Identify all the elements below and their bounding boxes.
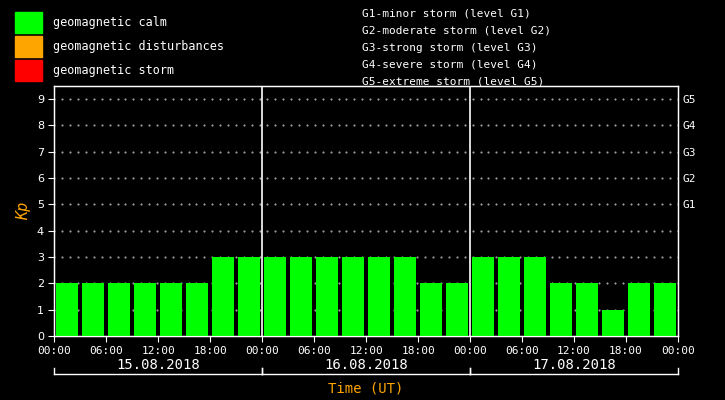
Bar [446,283,468,336]
Bar [654,283,676,336]
Y-axis label: Kp: Kp [16,202,31,220]
Bar [212,257,234,336]
Text: geomagnetic disturbances: geomagnetic disturbances [53,40,224,53]
Text: G4-severe storm (level G4): G4-severe storm (level G4) [362,60,538,70]
Bar [550,283,572,336]
Bar [472,257,494,336]
Bar [57,283,78,336]
Bar [14,60,42,80]
Text: 16.08.2018: 16.08.2018 [324,358,408,372]
Bar [14,12,42,33]
Bar [160,283,182,336]
Text: 17.08.2018: 17.08.2018 [532,358,616,372]
Bar [264,257,286,336]
Bar [420,283,442,336]
Bar [134,283,157,336]
Bar [186,283,208,336]
Text: G1-minor storm (level G1): G1-minor storm (level G1) [362,9,531,19]
Bar [394,257,416,336]
Text: G2-moderate storm (level G2): G2-moderate storm (level G2) [362,26,552,36]
Bar [498,257,520,336]
Bar [316,257,338,336]
Bar [14,36,42,57]
Text: 15.08.2018: 15.08.2018 [117,358,200,372]
Bar [108,283,130,336]
Bar [576,283,598,336]
Bar [524,257,546,336]
Text: geomagnetic calm: geomagnetic calm [53,16,167,29]
Bar [83,283,104,336]
Bar [628,283,650,336]
Text: geomagnetic storm: geomagnetic storm [53,64,174,77]
Bar [368,257,390,336]
Text: Time (UT): Time (UT) [328,382,404,396]
Bar [290,257,312,336]
Bar [239,257,260,336]
Text: G3-strong storm (level G3): G3-strong storm (level G3) [362,43,538,53]
Text: G5-extreme storm (level G5): G5-extreme storm (level G5) [362,77,544,87]
Bar [342,257,364,336]
Bar [602,310,624,336]
